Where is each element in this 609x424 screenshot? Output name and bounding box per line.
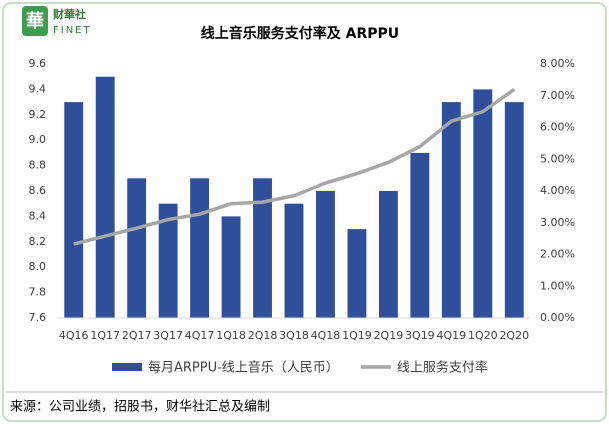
bar: [473, 89, 493, 319]
y-tick-label: 8.2: [29, 235, 47, 248]
y-tick-label: 9.2: [29, 108, 47, 121]
y-tick-label: 8.0: [29, 260, 47, 273]
logo-box: [22, 6, 48, 36]
y2-tick-label: 5.00%: [540, 152, 575, 165]
y2-tick-label: 8.00%: [540, 57, 575, 70]
x-tick-label: 2Q20: [499, 329, 529, 342]
x-tick-label: 3Q17: [153, 329, 183, 342]
x-tick-label: 4Q18: [311, 329, 341, 342]
y-tick-label: 8.6: [29, 184, 47, 197]
legend-label: 线上服务支付率: [397, 360, 488, 376]
y-tick-label: 8.4: [29, 209, 47, 222]
bar: [378, 191, 398, 318]
x-tick-label: 3Q18: [279, 329, 309, 342]
bar: [190, 178, 210, 318]
bar: [127, 178, 147, 318]
x-tick-label: 2Q18: [248, 329, 278, 342]
y-tick-label: 7.6: [29, 311, 47, 324]
y2-tick-label: 0.00%: [540, 311, 575, 324]
x-tick-label: 1Q19: [342, 329, 372, 342]
legend-label: 每月ARPPU-线上音乐（人民币）: [148, 360, 339, 376]
bar: [253, 178, 272, 318]
x-tick-label: 2Q17: [122, 329, 152, 342]
x-tick-label: 3Q19: [405, 329, 435, 342]
y2-tick-label: 1.00%: [540, 279, 575, 292]
x-tick-label: 4Q16: [59, 329, 89, 342]
chart-title: 线上音乐服务支付率及 ARPPU: [201, 25, 399, 42]
bar: [504, 102, 524, 318]
bar: [284, 203, 304, 318]
logo-latin: FINET: [53, 25, 92, 36]
bar: [316, 191, 335, 318]
bar: [347, 229, 367, 318]
y-tick-label: 8.8: [29, 159, 47, 172]
logo-name: 财華社: [52, 7, 86, 21]
y-tick-label: 9.4: [29, 82, 47, 95]
y2-tick-label: 4.00%: [540, 184, 575, 197]
y2-tick-label: 3.00%: [540, 216, 575, 229]
x-tick-label: 2Q19: [374, 329, 404, 342]
y2-tick-label: 7.00%: [540, 89, 575, 102]
legend-swatch: [112, 363, 142, 371]
x-tick-label: 1Q18: [216, 329, 246, 342]
y-tick-label: 9.6: [29, 57, 47, 70]
logo-mark: 華: [26, 10, 44, 32]
bar: [64, 102, 84, 318]
bar: [441, 102, 461, 318]
line: [73, 87, 516, 246]
bar: [221, 216, 241, 318]
bar: [410, 152, 430, 318]
source: 来源：公司业绩，招股书，财华社汇总及编制: [10, 399, 270, 415]
x-tick-label: 4Q17: [185, 329, 215, 342]
y2-tick-label: 6.00%: [540, 121, 575, 134]
x-tick-label: 1Q17: [90, 329, 120, 342]
x-tick-label: 1Q20: [468, 329, 498, 342]
x-tick-label: 4Q19: [437, 329, 467, 342]
y2-tick-label: 2.00%: [540, 248, 575, 261]
bar: [95, 76, 115, 318]
y-tick-label: 7.8: [29, 286, 47, 299]
y-tick-label: 9.0: [29, 133, 47, 146]
bar: [158, 203, 178, 318]
